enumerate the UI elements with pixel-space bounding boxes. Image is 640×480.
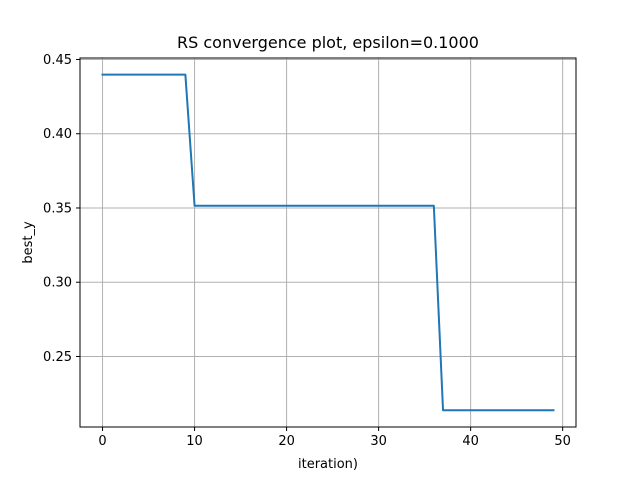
series-layer — [101, 73, 555, 412]
chart-title: RS convergence plot, epsilon=0.1000 — [177, 33, 479, 52]
x-tick-label: 30 — [370, 434, 387, 449]
x-tick-label: 0 — [98, 434, 106, 449]
y-tick-label: 0.40 — [43, 127, 72, 142]
y-tick-label: 0.35 — [43, 201, 72, 216]
x-tick-label: 10 — [186, 434, 203, 449]
x-tick-label: 40 — [462, 434, 479, 449]
x-tick-label: 20 — [278, 434, 295, 449]
y-tick-label: 0.45 — [43, 53, 72, 68]
y-tick-label: 0.30 — [43, 276, 72, 291]
y-tick-label: 0.25 — [43, 350, 72, 365]
plot-frame — [79, 57, 577, 428]
tick-layer: 0 10 20 30 40 50 0.25 0.30 0.35 0.40 0.45 — [43, 53, 571, 449]
grid-lines — [80, 58, 576, 427]
series-line — [101, 73, 555, 412]
y-axis-label: best_y — [21, 221, 36, 264]
x-tick-label: 50 — [554, 434, 571, 449]
x-axis-label: iteration) — [298, 457, 358, 472]
